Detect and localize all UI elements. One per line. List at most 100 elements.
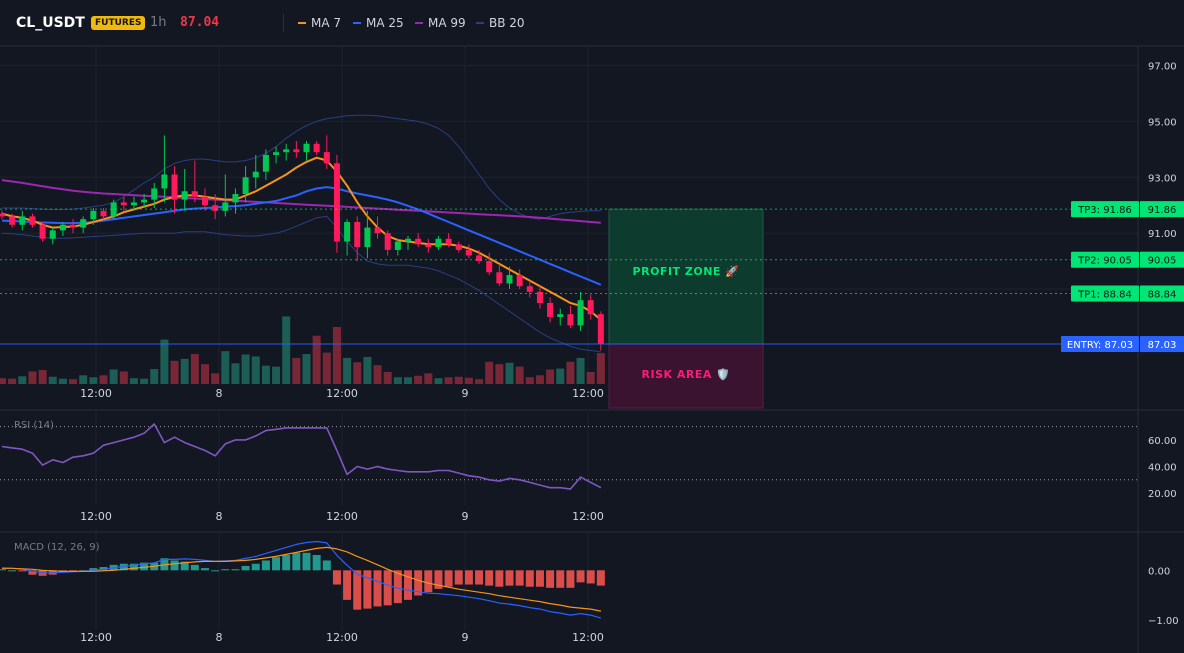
legend-ma25[interactable]: MA 25 <box>353 14 404 32</box>
candle-body <box>29 216 36 225</box>
bb-lower-line <box>1 215 601 353</box>
macd-histogram-bar <box>231 569 240 571</box>
volume-bar <box>282 316 291 384</box>
ma25-line <box>1 186 602 286</box>
volume-bar <box>251 356 260 384</box>
macd-histogram-bar <box>424 570 433 593</box>
candle-body <box>405 238 411 242</box>
volume-bar <box>221 351 230 384</box>
candle-body <box>130 202 137 206</box>
volume-bar <box>525 377 534 384</box>
candle-body <box>526 286 533 292</box>
axis-level-label: 88.84 <box>1148 289 1177 300</box>
candle-body <box>344 221 351 242</box>
axis-level-tag <box>1140 285 1184 302</box>
macd-histogram-bar <box>505 570 514 586</box>
macd-histogram-bar <box>596 570 605 586</box>
candle-body <box>293 149 300 153</box>
macd-histogram-bar <box>414 570 423 596</box>
candle-body <box>252 171 259 178</box>
volume-bar <box>353 362 362 384</box>
macd-histogram-bar <box>404 570 412 600</box>
ma7-line <box>1 156 602 321</box>
macd-histogram-bar <box>201 568 209 571</box>
price-axis-tick: 95.00 <box>1148 117 1177 128</box>
tp-level-tag <box>1071 285 1139 302</box>
entry-level-tag <box>1061 336 1139 353</box>
legend-ma7-swatch <box>298 21 306 24</box>
axis-level-tag <box>1140 251 1184 268</box>
x-tick-label: 12:00 <box>80 387 112 400</box>
tp-level-tag <box>1071 201 1139 218</box>
candle-body <box>100 210 107 217</box>
tp-level-label: TP3: 91.86 <box>1077 205 1132 216</box>
volume-bar <box>475 379 484 384</box>
macd-histogram-bar <box>302 552 311 571</box>
candle-body <box>283 149 290 153</box>
macd-histogram-bar <box>535 570 544 587</box>
candle-body <box>242 177 249 195</box>
x-tick-label: 9 <box>462 387 469 400</box>
macd-histogram-bar <box>525 570 534 587</box>
candle-body <box>323 152 330 164</box>
volume-bar <box>302 354 311 384</box>
macd-histogram-bar <box>322 560 331 571</box>
candle-body <box>39 224 46 239</box>
volume-bar <box>546 369 555 384</box>
volume-bar <box>109 369 118 384</box>
macd-histogram-bar <box>140 562 149 571</box>
x-tick-label: 12:00 <box>326 387 358 400</box>
volume-bar <box>576 357 585 384</box>
volume-bar <box>201 364 209 384</box>
candle-body <box>425 244 432 248</box>
timeframe-label[interactable]: 1h <box>150 15 167 30</box>
candle-body <box>536 291 543 303</box>
volume-bar <box>129 378 138 384</box>
volume-bar <box>261 365 270 384</box>
volume-bar <box>211 373 220 384</box>
macd-axis-tick: −1.00 <box>1148 616 1179 627</box>
candle-body <box>59 224 66 231</box>
legend-ma7[interactable]: MA 7 <box>298 14 341 32</box>
macd-histogram-bar <box>119 563 128 571</box>
candle-body <box>90 210 97 220</box>
candle-body <box>557 314 564 317</box>
candle-body <box>435 238 442 248</box>
legend-ma25-label: MA 25 <box>366 16 404 30</box>
rsi-axis-tick: 60.00 <box>1148 436 1177 447</box>
legend-ma99-swatch <box>415 21 423 24</box>
candle-body <box>394 241 401 250</box>
macd-histogram-bar <box>312 554 321 571</box>
macd-histogram-bar <box>211 570 220 572</box>
volume-bar <box>18 376 27 384</box>
candle-body <box>587 300 594 315</box>
volume-bar <box>434 378 443 384</box>
macd-histogram-bar <box>18 570 27 572</box>
macd-histogram-bar <box>576 570 585 583</box>
legend-bb20[interactable]: BB 20 <box>476 14 525 32</box>
axis-level-label: 91.86 <box>1148 205 1177 216</box>
x-tick-label: 12:00 <box>80 631 112 644</box>
legend-ma99-label: MA 99 <box>428 16 466 30</box>
axis-level-label: 90.05 <box>1148 256 1177 267</box>
macd-histogram-bar <box>190 564 199 571</box>
candle-body <box>516 275 523 287</box>
rsi-title: RSI (14) <box>14 420 54 431</box>
profit-zone <box>608 208 764 345</box>
symbol-name[interactable]: CL_USDT <box>16 15 85 31</box>
tp-level-label: TP1: 88.84 <box>1077 289 1132 300</box>
macd-histogram-bar <box>475 570 484 585</box>
price-axis-tick: 91.00 <box>1148 229 1177 240</box>
volume-bar <box>363 356 372 384</box>
legend-ma99[interactable]: MA 99 <box>415 14 466 32</box>
macd-histogram-bar <box>282 554 291 571</box>
candle-body <box>476 255 483 262</box>
macd-histogram-bar <box>373 570 382 607</box>
volume-bar <box>566 361 575 384</box>
axis-level-tag <box>1140 201 1184 218</box>
volume-bar <box>495 364 504 384</box>
volume-bar <box>48 376 57 384</box>
candle-body <box>597 314 604 344</box>
candle-body <box>567 314 574 326</box>
